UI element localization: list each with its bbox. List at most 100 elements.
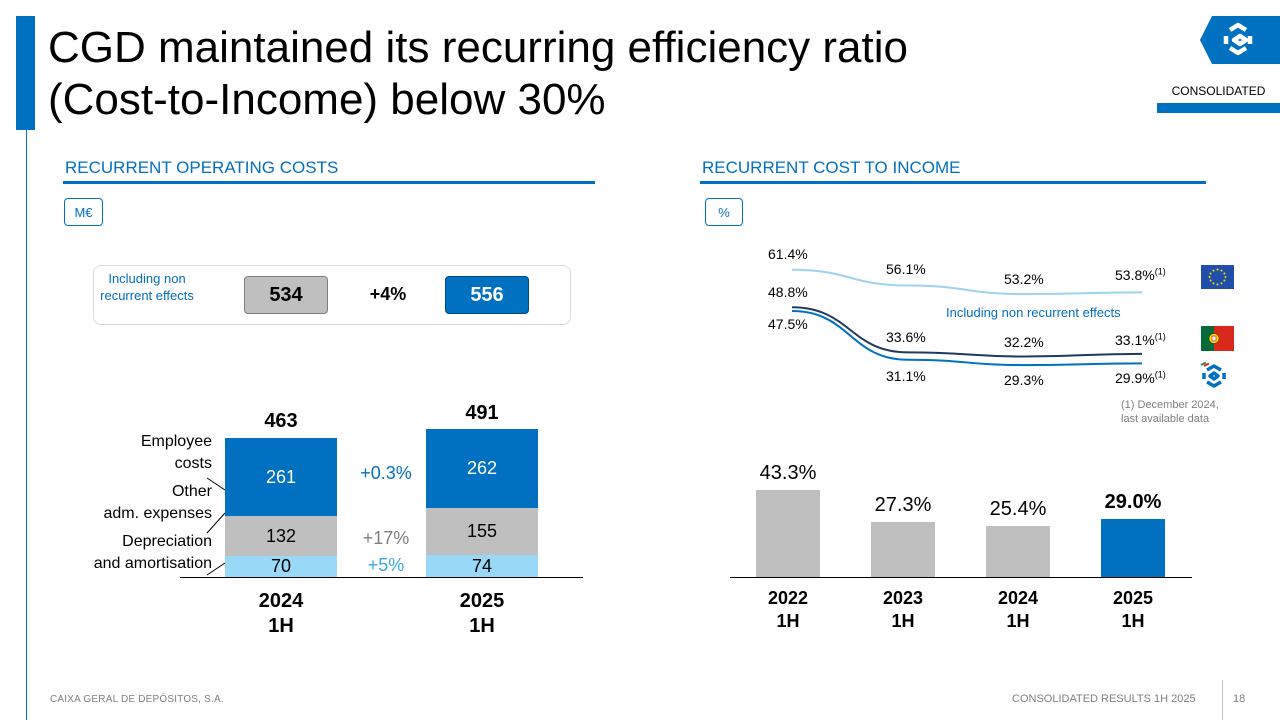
left-chart-baseline: [180, 577, 583, 578]
bar-2025-depreciation: 74: [426, 555, 538, 577]
curve-cgd: [791, 310, 1143, 367]
curve-portugal: [791, 306, 1143, 358]
bar-2024-depreciation: 70: [225, 556, 337, 577]
right-section-title: RECURRENT COST TO INCOME: [702, 158, 961, 177]
footnote: (1) December 2024, last available data: [1121, 398, 1219, 426]
growth-other: +17%: [362, 528, 410, 548]
title-accent-bar: [16, 16, 35, 130]
growth-employee: +0.3%: [360, 463, 412, 483]
curve-euro-area: [791, 268, 1143, 296]
bar-2024-other: 132: [225, 516, 337, 556]
left-section-title: RECURRENT OPERATING COSTS: [65, 158, 339, 177]
ratio-x-label-year: 2022: [767, 588, 809, 608]
page-title: CGD maintained its recurring efficiency …: [48, 22, 908, 126]
bar-2024-employee: 261: [225, 438, 337, 516]
total-label-2025: 491: [465, 402, 499, 424]
x-label-2025: 2025 1H: [426, 589, 538, 639]
portugal-flag-icon: [1201, 326, 1234, 351]
right-chart-baseline: [730, 577, 1192, 578]
right-unit-badge: %: [705, 198, 743, 226]
left-section-rule: [63, 181, 595, 184]
nonrecurrent-value-2024: 534: [244, 276, 328, 314]
ratio-x-label-year: 2024: [997, 588, 1039, 608]
page-title-line-1: CGD maintained its recurring efficiency …: [48, 23, 908, 72]
nonrecurrent-box: [93, 265, 571, 325]
legend-leader-lines: [206, 477, 226, 576]
x-label-2025-half: 1H: [469, 615, 495, 637]
eu-label-2025: 53.8%(1): [1115, 267, 1166, 283]
footer-separator: [1222, 680, 1223, 720]
x-label-2024: 2024 1H: [225, 589, 337, 639]
ratio-x-label-2022: 2022 1H: [748, 587, 828, 633]
total-label-2024: 463: [264, 410, 298, 432]
left-unit-badge: M€: [64, 198, 103, 226]
pt-label-2025-value: 33.1%: [1115, 332, 1155, 348]
ratio-x-label-half: 1H: [891, 611, 915, 631]
legend-depreciation: Depreciation and amortisation: [50, 531, 212, 575]
cgd-label-2025: 29.9%(1): [1115, 370, 1166, 386]
consolidated-tag: CONSOLIDATED: [1171, 84, 1266, 98]
ratio-bar-2022-1h: [756, 490, 820, 577]
legend-employee-l1: Employee: [140, 433, 212, 450]
nonrecurrent-label: Including non recurrent effects: [100, 271, 194, 303]
legend-employee-l2: costs: [174, 455, 212, 472]
eu-label-2025-sup: (1): [1154, 266, 1166, 277]
x-label-2025-year: 2025: [459, 590, 505, 612]
ratio-x-label-2024: 2024 1H: [978, 587, 1058, 633]
nonrecurrent-growth: +4%: [369, 284, 407, 304]
legend-dep-l2: and amortisation: [93, 555, 212, 572]
consolidated-tag-bar: [1157, 103, 1280, 113]
cgd-label-2025-sup: (1): [1154, 369, 1166, 380]
ratio-bar-label-2024-1h: 25.4%: [989, 498, 1047, 521]
bar-2025-employee: 262: [426, 429, 538, 508]
bar-2024-other-label: 132: [265, 525, 297, 546]
ratio-bar-2025-1h: [1101, 519, 1165, 577]
x-label-2024-year: 2024: [258, 590, 304, 612]
page-number: 18: [1233, 693, 1246, 705]
line-chart-nonrec-note: Including non recurrent effects: [946, 305, 1121, 320]
cgd-legend-icon: [1200, 362, 1226, 388]
bar-2025-other: 155: [426, 508, 538, 555]
ratio-x-label-year: 2025: [1112, 588, 1154, 608]
cost-to-income-bar-chart: 43.3% 27.3% 25.4% 29.0%: [730, 420, 1200, 578]
legend-other-l2: adm. expenses: [103, 505, 212, 522]
legend-employee-costs: Employee costs: [60, 431, 212, 475]
ratio-bar-2024-1h: [986, 526, 1050, 577]
ratio-bar-label-2022-1h: 43.3%: [759, 462, 817, 485]
ratio-x-label-year: 2023: [882, 588, 924, 608]
eu-label-2025-value: 53.8%: [1115, 267, 1155, 283]
cgd-label-2022: 47.5%: [768, 316, 808, 332]
right-section-rule: [700, 181, 1206, 184]
ratio-x-label-half: 1H: [776, 611, 800, 631]
eu-label-2024: 53.2%: [1004, 271, 1044, 287]
pt-label-2022: 48.8%: [768, 284, 808, 300]
cost-to-income-line-chart: [791, 268, 1143, 367]
ratio-x-label-half: 1H: [1006, 611, 1030, 631]
pt-label-2025-sup: (1): [1154, 331, 1166, 342]
ratio-x-label-2023: 2023 1H: [863, 587, 943, 633]
ratio-x-label-half: 1H: [1121, 611, 1145, 631]
cgd-label-2024: 29.3%: [1004, 372, 1044, 388]
footer-company: CAIXA GERAL DE DEPÓSITOS, S.A.: [50, 694, 224, 705]
ratio-bar-label-2023-1h: 27.3%: [874, 494, 932, 517]
eu-label-2022: 61.4%: [768, 246, 808, 262]
left-margin-line: [26, 130, 27, 720]
legend-dep-l1: Depreciation: [122, 533, 212, 550]
ratio-x-label-2025: 2025 1H: [1093, 587, 1173, 633]
bar-2025-employee-label: 262: [466, 458, 498, 478]
bar-2024-employee-label: 261: [265, 466, 297, 487]
pt-label-2024: 32.2%: [1004, 334, 1044, 350]
bar-2025-other-label: 155: [466, 521, 498, 541]
eu-label-2023: 56.1%: [886, 261, 926, 277]
cgd-logo-icon: [1200, 16, 1280, 64]
pt-label-2025: 33.1%(1): [1115, 332, 1166, 348]
footnote-line-1: (1) December 2024,: [1121, 399, 1219, 411]
bar-2025-depreciation-label: 74: [471, 555, 493, 576]
cgd-label-2023: 31.1%: [886, 368, 926, 384]
page-title-line-2: (Cost-to-Income) below 30%: [48, 75, 606, 124]
growth-depreciation: +5%: [367, 555, 405, 575]
footer-report-name: CONSOLIDATED RESULTS 1H 2025: [1012, 693, 1196, 705]
cgd-label-2025-value: 29.9%: [1115, 370, 1155, 386]
footnote-line-2: last available data: [1121, 413, 1210, 425]
ratio-bar-2023-1h: [871, 522, 935, 577]
